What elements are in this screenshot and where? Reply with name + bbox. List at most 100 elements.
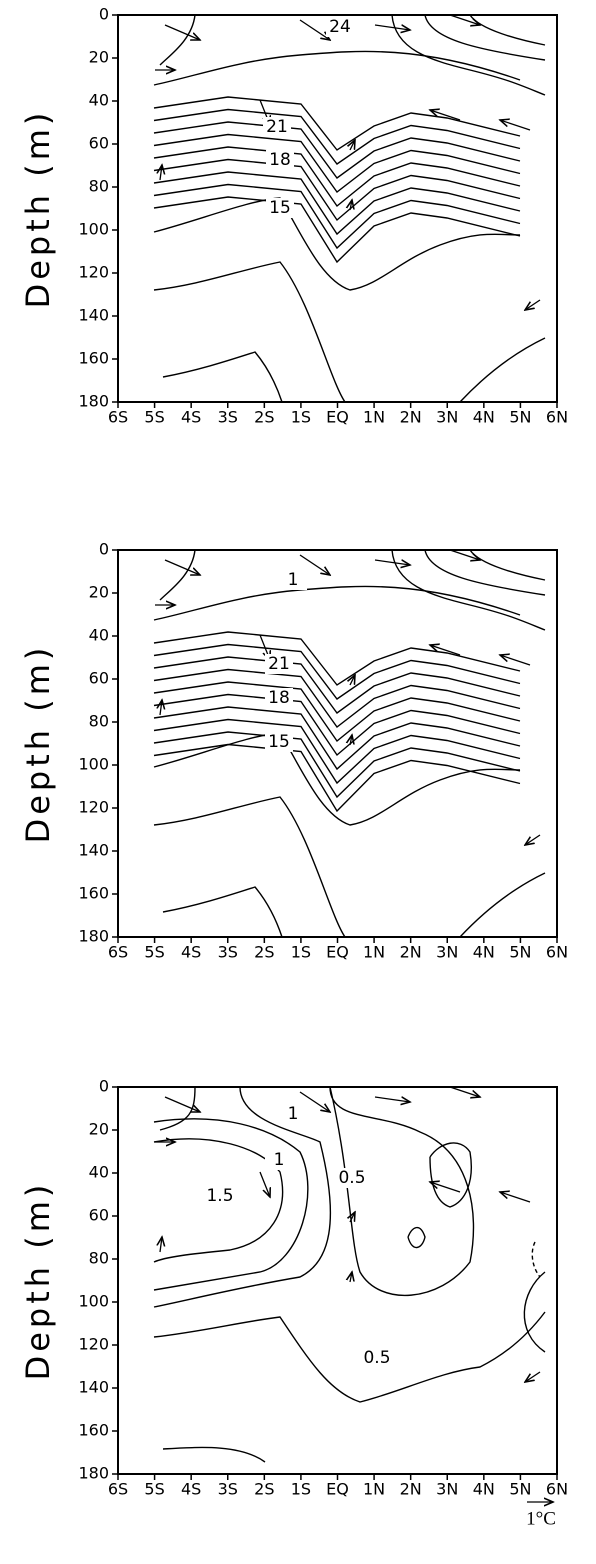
x-tick-label: 4S [181, 1480, 201, 1499]
contour-line [153, 171, 521, 236]
x-tick-label: 5S [144, 408, 164, 427]
vector-arrow [374, 1097, 410, 1102]
y-tick-label: 100 [78, 1292, 109, 1311]
contour-line [153, 693, 521, 757]
vector-arrow [350, 140, 355, 151]
y-tick-label: 100 [78, 755, 109, 774]
y-tick-label: 60 [89, 134, 109, 153]
vector-arrow [449, 1086, 480, 1097]
contour-line [162, 1446, 266, 1463]
vector-arrow [160, 1237, 162, 1253]
x-tick-label: 3N [436, 408, 458, 427]
vector-arrow [500, 120, 531, 131]
y-axis-label: Depth (m) [19, 1181, 57, 1381]
vector-arrow [350, 735, 352, 746]
y-tick-label: 120 [78, 1335, 109, 1354]
y-tick-label: 80 [89, 1249, 109, 1268]
vector-arrow [299, 1091, 330, 1112]
contour-label: 18 [268, 688, 290, 708]
contour-line [153, 718, 521, 785]
contour-line [153, 108, 521, 165]
x-tick-label: 2N [400, 943, 422, 962]
y-tick-label: 80 [89, 177, 109, 196]
y-tick-label: 20 [89, 583, 109, 602]
y-tick-label: 0 [99, 540, 109, 559]
x-tick-label: 6N [546, 943, 568, 962]
label-mask [326, 17, 354, 37]
x-tick-label: 4S [181, 408, 201, 427]
y-tick-label: 100 [78, 220, 109, 239]
contour-line [153, 146, 521, 208]
contour-line [159, 14, 196, 66]
contour-line [153, 743, 521, 813]
vector-arrow [160, 700, 162, 716]
x-tick-label: 4N [473, 408, 495, 427]
x-tick-label: 5N [509, 408, 531, 427]
contour-line [391, 549, 546, 631]
contour-line [153, 183, 521, 250]
vector-arrow [164, 1096, 200, 1112]
vector-arrow [164, 559, 200, 575]
contour-label: 1 [274, 1150, 285, 1170]
vector-arrow [500, 1192, 531, 1203]
x-tick-label: 4S [181, 943, 201, 962]
label-mask [363, 1348, 391, 1368]
label-mask [263, 117, 291, 137]
vector-arrow [525, 1371, 541, 1382]
x-tick-label: 2N [400, 1480, 422, 1499]
x-tick-label: 1S [291, 1480, 311, 1499]
x-tick-label: 5N [509, 1480, 531, 1499]
y-axis-label: Depth (m) [19, 644, 57, 844]
contour-line [531, 1241, 541, 1278]
contour-line [459, 337, 546, 403]
label-mask [266, 150, 294, 170]
vector-arrow [299, 554, 330, 575]
contour-label: 18 [269, 150, 291, 170]
contour-line [153, 1311, 546, 1403]
vector-arrow [430, 1182, 461, 1193]
x-tick-label: 5N [509, 943, 531, 962]
y-tick-label: 60 [89, 669, 109, 688]
y-tick-label: 40 [89, 91, 109, 110]
contour-line [407, 1226, 426, 1249]
y-tick-label: 180 [78, 927, 109, 946]
x-tick-label: 4N [473, 943, 495, 962]
x-tick-label: 1N [363, 1480, 385, 1499]
contour-line [424, 549, 546, 596]
y-tick-label: 0 [99, 1077, 109, 1096]
vector-arrow [374, 25, 410, 30]
contour-label: 1.5 [206, 1186, 233, 1206]
vector-arrow [299, 19, 330, 40]
label-mask [265, 688, 293, 708]
y-tick-label: 140 [78, 306, 109, 325]
contour-label: 0.5 [363, 1348, 390, 1368]
contour-label: 1 [288, 570, 299, 590]
contour-line [153, 732, 521, 826]
y-tick-label: 180 [78, 392, 109, 411]
contour-line [153, 731, 521, 799]
y-tick-label: 20 [89, 1120, 109, 1139]
y-tick-label: 60 [89, 1206, 109, 1225]
contour-line [153, 133, 521, 193]
x-tick-label: 3S [218, 408, 238, 427]
contour-line [153, 643, 521, 700]
y-tick-label: 120 [78, 263, 109, 282]
contour-line [424, 14, 546, 61]
x-tick-label: 3N [436, 1480, 458, 1499]
label-mask [265, 654, 293, 674]
label-mask [206, 1186, 234, 1206]
y-tick-label: 120 [78, 798, 109, 817]
contour-line [329, 1086, 475, 1297]
x-tick-label: 1N [363, 943, 385, 962]
x-tick-label: 3N [436, 943, 458, 962]
contour-line [159, 1086, 196, 1131]
x-tick-label: 5S [144, 943, 164, 962]
x-tick-label: 3S [218, 943, 238, 962]
contour-line [153, 668, 521, 728]
contour-label: 1 [288, 1104, 299, 1124]
contour-label: 15 [268, 732, 290, 752]
x-tick-label: 1N [363, 408, 385, 427]
contour-line [159, 549, 196, 601]
